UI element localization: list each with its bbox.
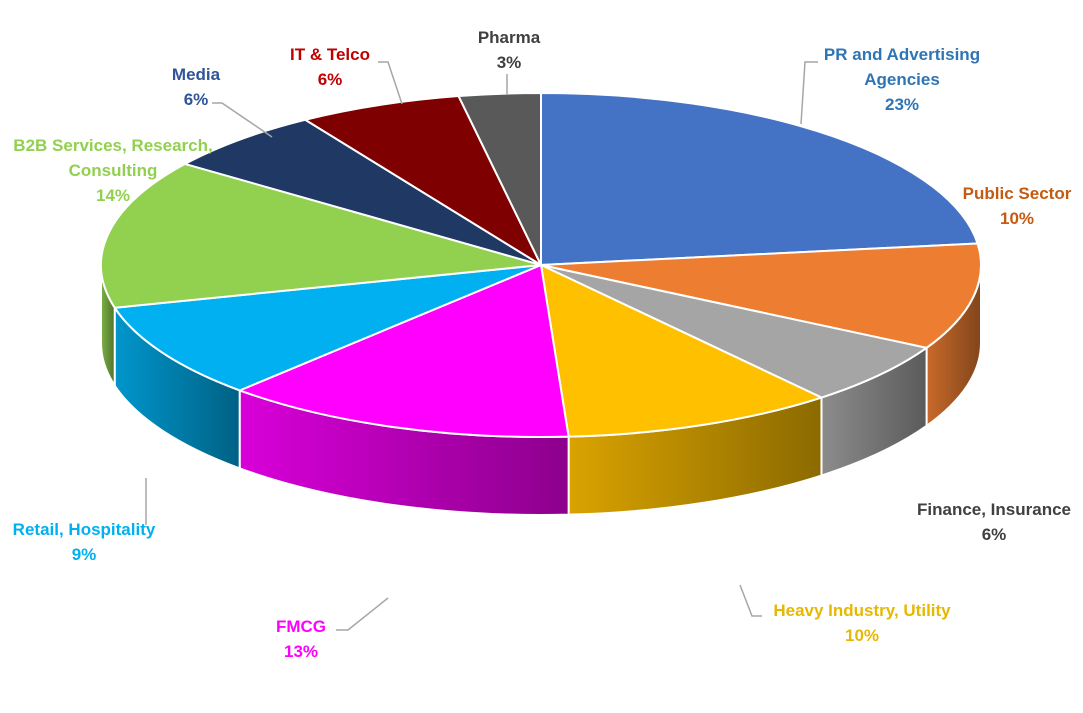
data-label-category: Agencies — [864, 70, 940, 89]
data-label-category: IT & Telco — [290, 45, 370, 64]
data-label-public-sector: Public Sector 10% — [963, 184, 1072, 228]
data-label-it-and-telco: IT & Telco 6% — [290, 45, 370, 89]
pie-slice-retail-hospitality — [113, 264, 542, 392]
data-label-retail-hospitality: Retail, Hospitality 9% — [13, 520, 156, 564]
leader-line-it-and-telco — [378, 61, 403, 105]
data-label-value: 13% — [284, 642, 318, 661]
pie-slice-fmcg — [238, 264, 570, 438]
data-label-category: Media — [172, 65, 221, 84]
pie-slice-finance-insurance — [540, 264, 928, 399]
leader-line-heavy-industry-utility — [739, 584, 762, 617]
leader-line-pr-and-advertising-agencies — [800, 61, 818, 125]
data-label-value: 3% — [497, 53, 522, 72]
data-label-finance-insurance: Finance, Insurance 6% — [917, 500, 1071, 544]
leader-lines — [145, 61, 818, 631]
data-label-b2b-services-research-consulting: B2B Services, Research, Consulting 14% — [13, 136, 212, 205]
data-label-value: 10% — [1000, 209, 1034, 228]
data-label-category: PR and Advertising — [824, 45, 980, 64]
pie-slice-pr-and-advertising-agencies — [540, 92, 979, 266]
data-label-category: Consulting — [69, 161, 158, 180]
data-label-value: 6% — [184, 90, 209, 109]
pie-slice-pharma — [457, 92, 542, 266]
data-label-pr-and-advertising-agencies: PR and Advertising Agencies 23% — [824, 45, 980, 114]
pie-slice-media — [184, 118, 542, 266]
data-label-category: Retail, Hospitality — [13, 520, 156, 539]
data-label-value: 10% — [845, 626, 879, 645]
data-label-fmcg: FMCG 13% — [276, 617, 326, 661]
data-label-category: Finance, Insurance — [917, 500, 1071, 519]
data-labels: PR and Advertising Agencies 23% Public Sect… — [13, 28, 1072, 661]
pie-top-slices — [100, 92, 982, 438]
data-label-value: 6% — [318, 70, 343, 89]
pie-slice-public-sector — [540, 242, 982, 349]
data-label-pharma: Pharma 3% — [478, 28, 541, 72]
leader-line-media — [212, 102, 273, 138]
data-label-value: 23% — [885, 95, 919, 114]
data-label-heavy-industry-utility: Heavy Industry, Utility 10% — [773, 601, 951, 645]
data-label-value: 6% — [982, 525, 1007, 544]
data-label-value: 14% — [96, 186, 130, 205]
data-label-category: FMCG — [276, 617, 326, 636]
data-label-media: Media 6% — [172, 65, 221, 109]
pie-slice-b2b-services-research-consulting — [100, 162, 542, 309]
leader-line-fmcg — [336, 597, 389, 631]
data-label-category: Heavy Industry, Utility — [773, 601, 951, 620]
data-label-category: B2B Services, Research, — [13, 136, 212, 155]
pie-slice-it-and-telco — [304, 95, 542, 266]
data-label-category: Pharma — [478, 28, 541, 47]
data-label-category: Public Sector — [963, 184, 1072, 203]
data-label-value: 9% — [72, 545, 97, 564]
pie-slice-heavy-industry-utility — [540, 264, 823, 438]
